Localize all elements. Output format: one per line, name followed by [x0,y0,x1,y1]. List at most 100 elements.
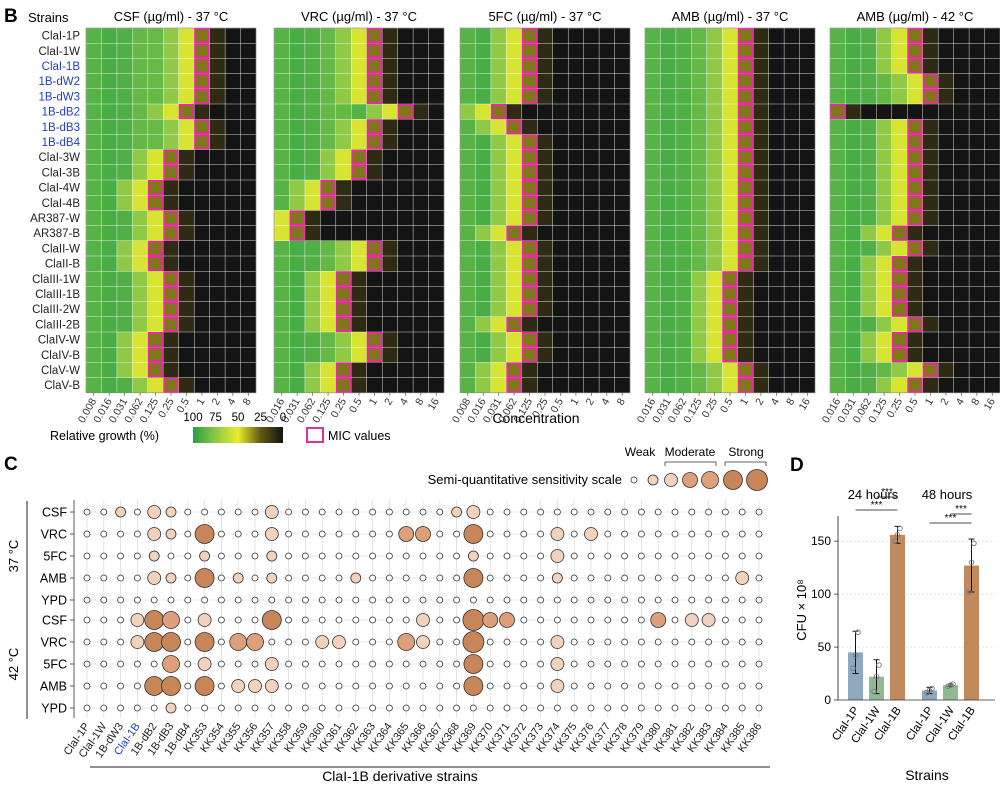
heatmap-cell [907,103,924,120]
heatmap-cell [85,255,102,272]
mic-marker [737,28,754,44]
heatmap-cell [907,377,924,394]
heatmap-cell [598,118,616,135]
bubble [402,596,410,604]
heatmap-cell [521,210,538,227]
bubble [436,704,444,712]
bubble [301,530,309,538]
heatmap-cell [907,134,924,151]
mic-marker [922,73,939,89]
heatmap-cell [506,347,523,363]
heatmap-cell [968,362,986,379]
mic-marker [366,240,383,257]
heatmap-cell [799,149,816,166]
heatmap-cell [412,134,430,151]
heatmap-cell [178,164,195,181]
bubble [251,530,259,538]
bubble [722,552,729,560]
bubble [165,506,177,518]
heatmap-cell [289,362,306,379]
mic-marker [335,362,352,378]
heatmap-cell [598,301,616,318]
strain-label: ClaI-1P [42,31,81,43]
heatmap-cell [116,73,133,90]
heatmap-cell [116,240,133,257]
heatmap-cell [428,73,445,90]
heatmap-cell [521,316,538,333]
heatmap-cell [459,377,476,394]
heatmap-cell [907,58,924,75]
bubble [167,596,175,604]
heatmap-cell [366,88,383,105]
bubble [369,616,377,624]
heatmap-cell [412,255,430,272]
mic-marker [366,73,383,89]
heatmap-cell [412,316,430,333]
mic-marker [722,271,738,287]
heatmap-cell [675,301,692,318]
heatmap-cell [537,73,554,90]
heatmap-cell [752,210,770,227]
heatmap-cell [937,164,955,181]
bubble [285,508,293,516]
heatmap-cell [799,316,816,333]
heatmap-cell [891,103,908,120]
scale-bubble [746,469,768,491]
bubble [416,613,430,627]
bubble [251,616,259,624]
heatmap-cell [428,43,445,59]
heatmap-cell [799,164,816,181]
heatmap-cell [598,194,616,211]
heatmap-cell [583,331,600,348]
bubble [671,682,679,690]
heatmap-cell [101,134,118,151]
heatmap-cell [240,347,257,363]
heatmap-cell [937,362,955,379]
scale-bubble [682,472,698,488]
heatmap-cell [351,362,368,379]
bubble [251,508,259,516]
bubble [402,704,410,712]
heatmap-cell [475,149,492,166]
mic-marker [366,28,383,44]
heatmap-cell [706,210,723,227]
bubble [352,682,360,690]
bubble [419,660,427,668]
heatmap-cell [891,194,908,211]
heatmap-cell [459,301,476,318]
heatmap-cell [691,43,708,59]
heatmap-cell [335,316,352,333]
heatmap-cell [660,316,677,333]
heatmap-cell [953,316,970,333]
bubble [537,638,544,646]
heatmap-cell [876,362,893,379]
heatmap-cell [506,118,523,135]
heatmap-cell [163,103,180,120]
mic-marker [366,134,383,150]
bubble [638,552,645,560]
heatmap-cell [984,134,1000,151]
heatmap-cell [178,179,195,196]
heatmap-cell [752,331,770,348]
heatmap-cell [85,134,102,151]
heatmap-cell [224,286,242,303]
bubble [115,506,126,518]
heatmap-cell [193,27,211,44]
bubble [184,638,192,646]
bubble [638,704,645,712]
colorbar-tick-label: 50 [232,412,245,424]
bubble [234,704,242,712]
bubble [453,596,461,604]
heatmap-cell [132,118,149,135]
heatmap-cell [506,255,523,272]
strain-label: AR387-B [33,228,80,240]
heatmap-cell [178,73,195,90]
heatmap-cell [475,271,492,287]
mic-marker [366,332,383,348]
bubble [369,552,377,560]
heatmap-cell [289,179,306,196]
mic-marker [521,28,538,44]
heatmap-cell [675,73,692,90]
heatmap-cell [224,43,242,59]
bubble [735,571,750,585]
